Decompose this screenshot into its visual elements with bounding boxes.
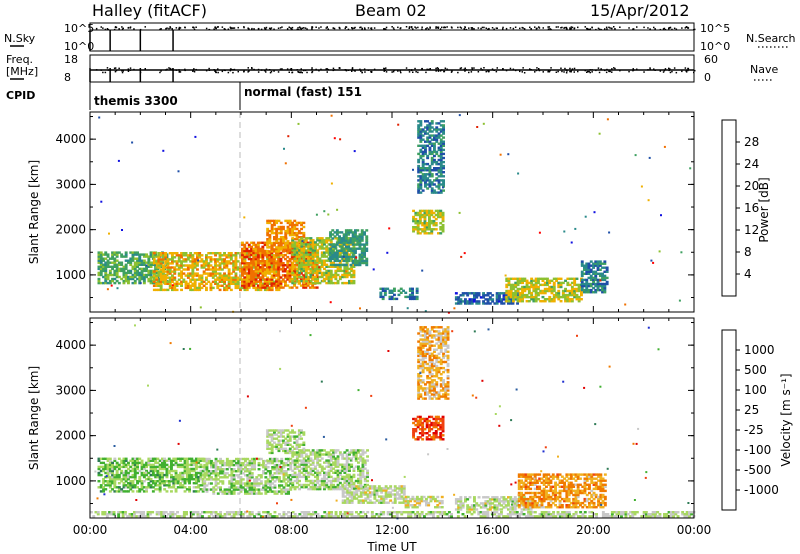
- power-region-11: [580, 260, 609, 294]
- velocity-region-7: [404, 495, 444, 509]
- power-ytick-label: 4000: [55, 132, 86, 146]
- power-region-10: [505, 277, 583, 303]
- power-scatter: [98, 114, 692, 314]
- velocity-panel: 00:00 04:00 08:00 12:00 16:00 20:00 00:00 1000…: [27, 317, 712, 554]
- velocity-ylabel: Slant Range [km]: [27, 366, 41, 470]
- freq-panel: Freq. [MHz] 18 8 60 0 Nave: [6, 53, 778, 84]
- nsearch-tick-top: 10^5: [700, 22, 730, 35]
- power-cbar-tick: 24: [744, 157, 759, 171]
- velocity-cbar-tick: -25: [744, 423, 764, 437]
- power-panel: 1000 2000 3000 4000 Slant Range [km]: [27, 111, 695, 314]
- velocity-region-3: [291, 449, 369, 491]
- velocity-region-4: [341, 485, 406, 504]
- power-cbar-label: Power [dB]: [757, 177, 771, 242]
- power-ylabel: Slant Range [km]: [27, 160, 41, 264]
- cpid-label: CPID: [6, 89, 35, 102]
- power-cbar-tick: 8: [744, 245, 752, 259]
- power-region-5: [329, 229, 369, 267]
- nave-label: Nave: [750, 63, 778, 76]
- freq-label-top: Freq.: [6, 53, 33, 66]
- velocity-region-2: [266, 429, 306, 455]
- nave-tick-bottom: 0: [704, 71, 711, 84]
- nsky-panel: N.Sky 10^5 10^0 10^5 10^0 N.Search: [4, 22, 796, 53]
- velocity-region-0: [97, 457, 205, 493]
- velocity-region-9: [517, 473, 607, 509]
- time-xlabel: Time UT: [366, 540, 417, 554]
- velocity-xtick-label: 08:00: [274, 523, 309, 537]
- power-region-8: [417, 120, 445, 194]
- velocity-xtick-label: 12:00: [375, 523, 410, 537]
- power-ytick-label: 2000: [55, 223, 86, 237]
- site-title: Halley (fitACF): [92, 1, 207, 20]
- nsky-tick-top: 10^5: [64, 22, 94, 35]
- power-region-7: [412, 209, 445, 235]
- power-cbar-tick: 16: [744, 201, 759, 215]
- nave-tick-top: 60: [704, 53, 718, 66]
- velocity-xtick-label: 04:00: [173, 523, 208, 537]
- velocity-cbar-tick: -500: [744, 463, 771, 477]
- cpid-mode-normal: normal (fast) 151: [244, 85, 362, 99]
- velocity-cbar-tick: 100: [744, 383, 767, 397]
- velocity-cbar-label: Velocity [m s⁻¹]: [779, 373, 793, 466]
- velocity-xtick-label: 20:00: [576, 523, 611, 537]
- power-colorbar: 4 8 12 16 20 24 28 Power [dB]: [721, 119, 771, 297]
- velocity-colorbar: 1000 500 100 25 -25 -100 -500 -1000 Velocity [m…: [721, 329, 793, 511]
- velocity-xtick-label: 00:00: [73, 523, 108, 537]
- nsearch-tick-bottom: 10^0: [700, 40, 730, 53]
- power-region-6: [379, 287, 419, 301]
- velocity-cbar-tick: 25: [744, 403, 759, 417]
- velocity-cbar-tick: 500: [744, 363, 767, 377]
- velocity-ytick-label: 4000: [55, 338, 86, 352]
- power-cbar-tick: 28: [744, 135, 759, 149]
- velocity-cbar-tick: 1000: [744, 343, 775, 357]
- power-cbar-tick: 20: [744, 179, 759, 193]
- velocity-cbar-tick: -100: [744, 443, 771, 457]
- velocity-region-5: [412, 415, 445, 441]
- velocity-region-1: [203, 457, 293, 495]
- power-cbar-tick: 12: [744, 223, 759, 237]
- freq-tick-top: 18: [64, 53, 78, 66]
- velocity-scatter: [94, 324, 690, 520]
- cpid-mode-themis: themis 3300: [94, 94, 178, 108]
- velocity-ytick-label: 3000: [55, 383, 86, 397]
- power-cbar-tick: 4: [744, 267, 752, 281]
- nsky-tick-bottom: 10^0: [64, 40, 94, 53]
- power-ytick-label: 3000: [55, 177, 86, 191]
- cpid-row: CPID themis 3300 normal (fast) 151: [6, 82, 362, 110]
- velocity-ytick-label: 1000: [55, 474, 86, 488]
- velocity-xtick-label: 16:00: [475, 523, 510, 537]
- nsky-label: N.Sky: [4, 32, 36, 45]
- velocity-ytick-label: 2000: [55, 429, 86, 443]
- power-ytick-label: 1000: [55, 268, 86, 282]
- date-title: 15/Apr/2012: [590, 1, 690, 20]
- beam-title: Beam 02: [355, 1, 427, 20]
- velocity-xtick-label: 00:00: [677, 523, 712, 537]
- nsearch-label: N.Search: [746, 32, 796, 45]
- velocity-region-6: [417, 326, 450, 400]
- freq-label-bottom: [MHz]: [6, 65, 38, 78]
- velocity-cbar-tick: -1000: [744, 483, 779, 497]
- freq-tick-bottom: 8: [64, 71, 71, 84]
- velocity-region-10: [90, 511, 696, 518]
